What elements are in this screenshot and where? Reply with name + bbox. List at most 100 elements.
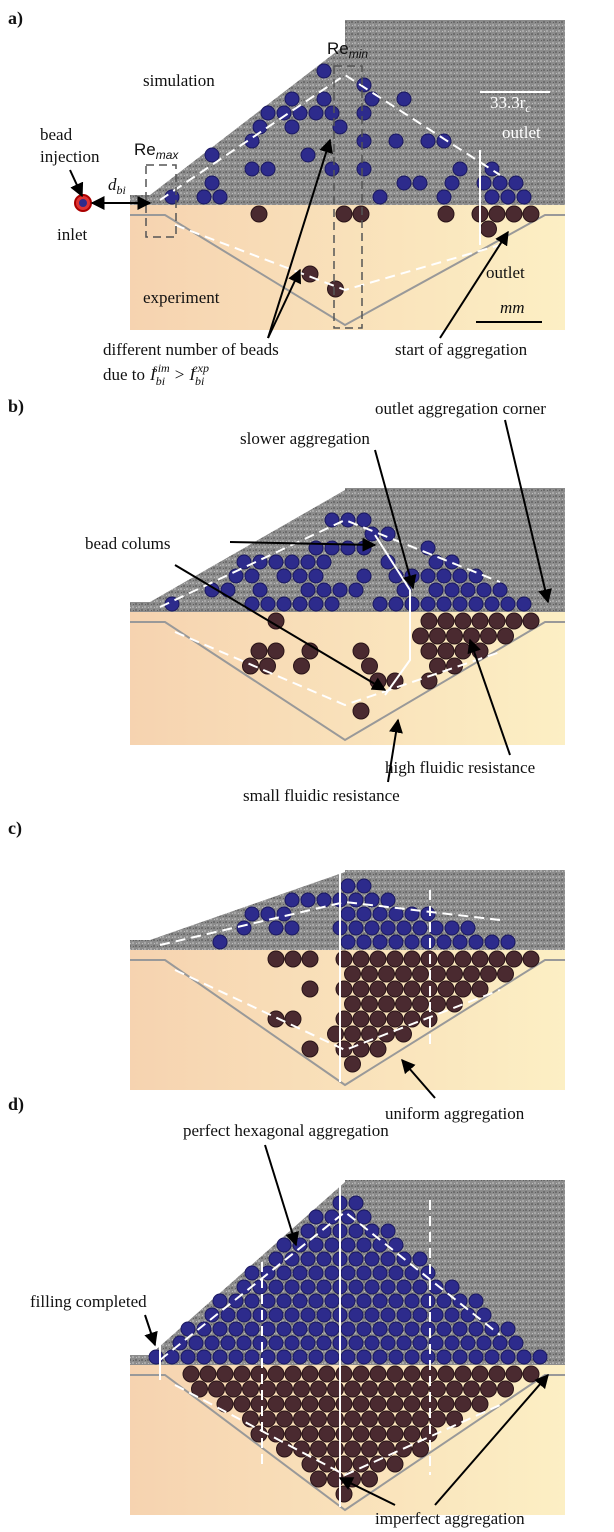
bead-sim — [357, 1294, 371, 1308]
bead-sim — [285, 120, 299, 134]
bead-exp — [387, 1011, 403, 1027]
bead-sim — [381, 1280, 395, 1294]
bead-exp — [277, 1381, 293, 1397]
bead-sim — [501, 935, 515, 949]
bead-sim — [261, 1322, 275, 1336]
bead-exp — [353, 981, 369, 997]
bead-sim — [277, 907, 291, 921]
bead-exp — [370, 1456, 386, 1472]
panel-label: d) — [8, 1094, 24, 1115]
bead-sim — [245, 569, 259, 583]
bead-sim — [349, 1308, 363, 1322]
bead-exp — [345, 996, 361, 1012]
bead-exp — [438, 643, 454, 659]
bead-sim — [413, 921, 427, 935]
bead-sim — [405, 1350, 419, 1364]
bead-exp — [302, 981, 318, 997]
bead-sim — [317, 64, 331, 78]
bead-sim — [357, 1238, 371, 1252]
bead-exp — [396, 966, 412, 982]
bead-sim — [421, 907, 435, 921]
bead-sim — [365, 1224, 379, 1238]
bead-exp — [294, 658, 310, 674]
bead-sim — [341, 907, 355, 921]
bead-sim — [277, 1266, 291, 1280]
bead-sim — [357, 1350, 371, 1364]
bead-sim — [477, 583, 491, 597]
bead-sim — [221, 583, 235, 597]
bead-sim — [477, 1308, 491, 1322]
bead-sim — [389, 1350, 403, 1364]
annotation: Remax — [134, 140, 179, 162]
bead-exp — [464, 1381, 480, 1397]
bead-exp — [421, 643, 437, 659]
bead-exp — [379, 966, 395, 982]
bead-sim — [517, 597, 531, 611]
bead-exp — [345, 1381, 361, 1397]
bead-sim — [261, 1294, 275, 1308]
bead-exp — [226, 1381, 242, 1397]
bead-sim — [301, 1252, 315, 1266]
bead-exp — [362, 658, 378, 674]
bead-sim — [269, 1280, 283, 1294]
annotation: imperfect aggregation — [375, 1509, 525, 1528]
bead-sim — [301, 1224, 315, 1238]
bead-exp — [336, 1366, 352, 1382]
bead-exp — [506, 613, 522, 629]
bead-sim — [389, 1266, 403, 1280]
bead-exp — [234, 1396, 250, 1412]
bead-sim — [261, 106, 275, 120]
bead-exp — [345, 1026, 361, 1042]
bead-exp — [413, 1441, 429, 1457]
bead-exp — [251, 1396, 267, 1412]
bead-sim — [277, 597, 291, 611]
bead-exp — [455, 981, 471, 997]
bead-exp — [413, 996, 429, 1012]
bead-sim — [325, 162, 339, 176]
bead-sim — [445, 176, 459, 190]
bead-sim — [421, 1322, 435, 1336]
bead-sim — [405, 935, 419, 949]
bead-exp — [438, 1396, 454, 1412]
bead-sim — [357, 106, 371, 120]
bead-sim — [445, 1336, 459, 1350]
bead-sim — [365, 1252, 379, 1266]
bead-exp — [353, 206, 369, 222]
bead-sim — [413, 1280, 427, 1294]
bead-exp — [506, 1366, 522, 1382]
bead-sim — [205, 176, 219, 190]
annotation: injection — [40, 147, 100, 166]
bead-sim — [341, 1266, 355, 1280]
bead-exp — [302, 951, 318, 967]
text-base: Re — [327, 39, 349, 58]
bead-sim — [357, 541, 371, 555]
bead-sim — [461, 583, 475, 597]
bead-exp — [447, 996, 463, 1012]
bead-sim — [325, 1266, 339, 1280]
bead-exp — [396, 996, 412, 1012]
text-sub: bi — [195, 374, 204, 388]
bead-sim — [413, 1308, 427, 1322]
bead-exp — [319, 1396, 335, 1412]
bead-sim — [277, 569, 291, 583]
annotation: mm — [500, 298, 525, 317]
bead-sim — [429, 555, 443, 569]
bead-sim — [357, 879, 371, 893]
bead-sim — [397, 92, 411, 106]
text-sub: min — [349, 47, 369, 61]
text-sub: c — [525, 101, 531, 115]
bead-sim — [229, 1322, 243, 1336]
bead-sim — [485, 597, 499, 611]
bead-sim — [317, 583, 331, 597]
bead-exp — [379, 1381, 395, 1397]
bead-sim — [309, 106, 323, 120]
bead-exp — [294, 1411, 310, 1427]
bead-sim — [357, 1322, 371, 1336]
bead-sim — [269, 1308, 283, 1322]
bead-exp — [370, 1011, 386, 1027]
annotation: high fluidic resistance — [385, 758, 535, 777]
bead-sim — [245, 1266, 259, 1280]
bead-exp — [353, 643, 369, 659]
bead-exp — [336, 951, 352, 967]
annotation: small fluidic resistance — [243, 786, 400, 805]
